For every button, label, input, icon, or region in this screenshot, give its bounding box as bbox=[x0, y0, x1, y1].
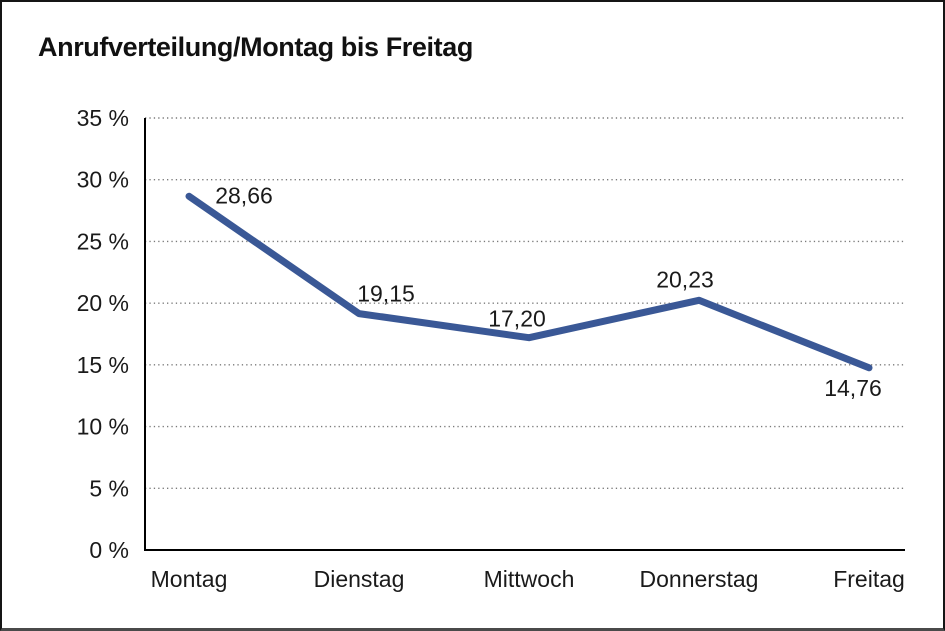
chart-title: Anrufverteilung/Montag bis Freitag bbox=[38, 32, 473, 62]
x-axis-category-label: Dienstag bbox=[314, 566, 405, 592]
x-axis-category-label: Mittwoch bbox=[484, 566, 575, 592]
data-point-label: 28,66 bbox=[215, 182, 273, 208]
y-axis-tick-label: 0 % bbox=[89, 537, 129, 563]
data-point-label: 14,76 bbox=[824, 375, 882, 401]
y-axis-tick-label: 30 % bbox=[77, 167, 129, 193]
data-point-label: 17,20 bbox=[488, 306, 546, 332]
y-axis-tick-label: 15 % bbox=[77, 352, 129, 378]
y-axis-tick-label: 20 % bbox=[77, 290, 129, 316]
x-axis-category-label: Donnerstag bbox=[640, 566, 759, 592]
data-point-label: 19,15 bbox=[357, 281, 415, 307]
x-axis-category-label: Freitag bbox=[833, 566, 905, 592]
y-axis-tick-label: 35 % bbox=[77, 105, 129, 131]
y-axis-tick-label: 10 % bbox=[77, 414, 129, 440]
x-axis-category-label: Montag bbox=[151, 566, 228, 592]
data-line bbox=[185, 192, 873, 372]
y-axis-tick-label: 25 % bbox=[77, 228, 129, 254]
y-axis-tick-label: 5 % bbox=[89, 475, 129, 501]
data-point-label: 20,23 bbox=[656, 266, 714, 292]
